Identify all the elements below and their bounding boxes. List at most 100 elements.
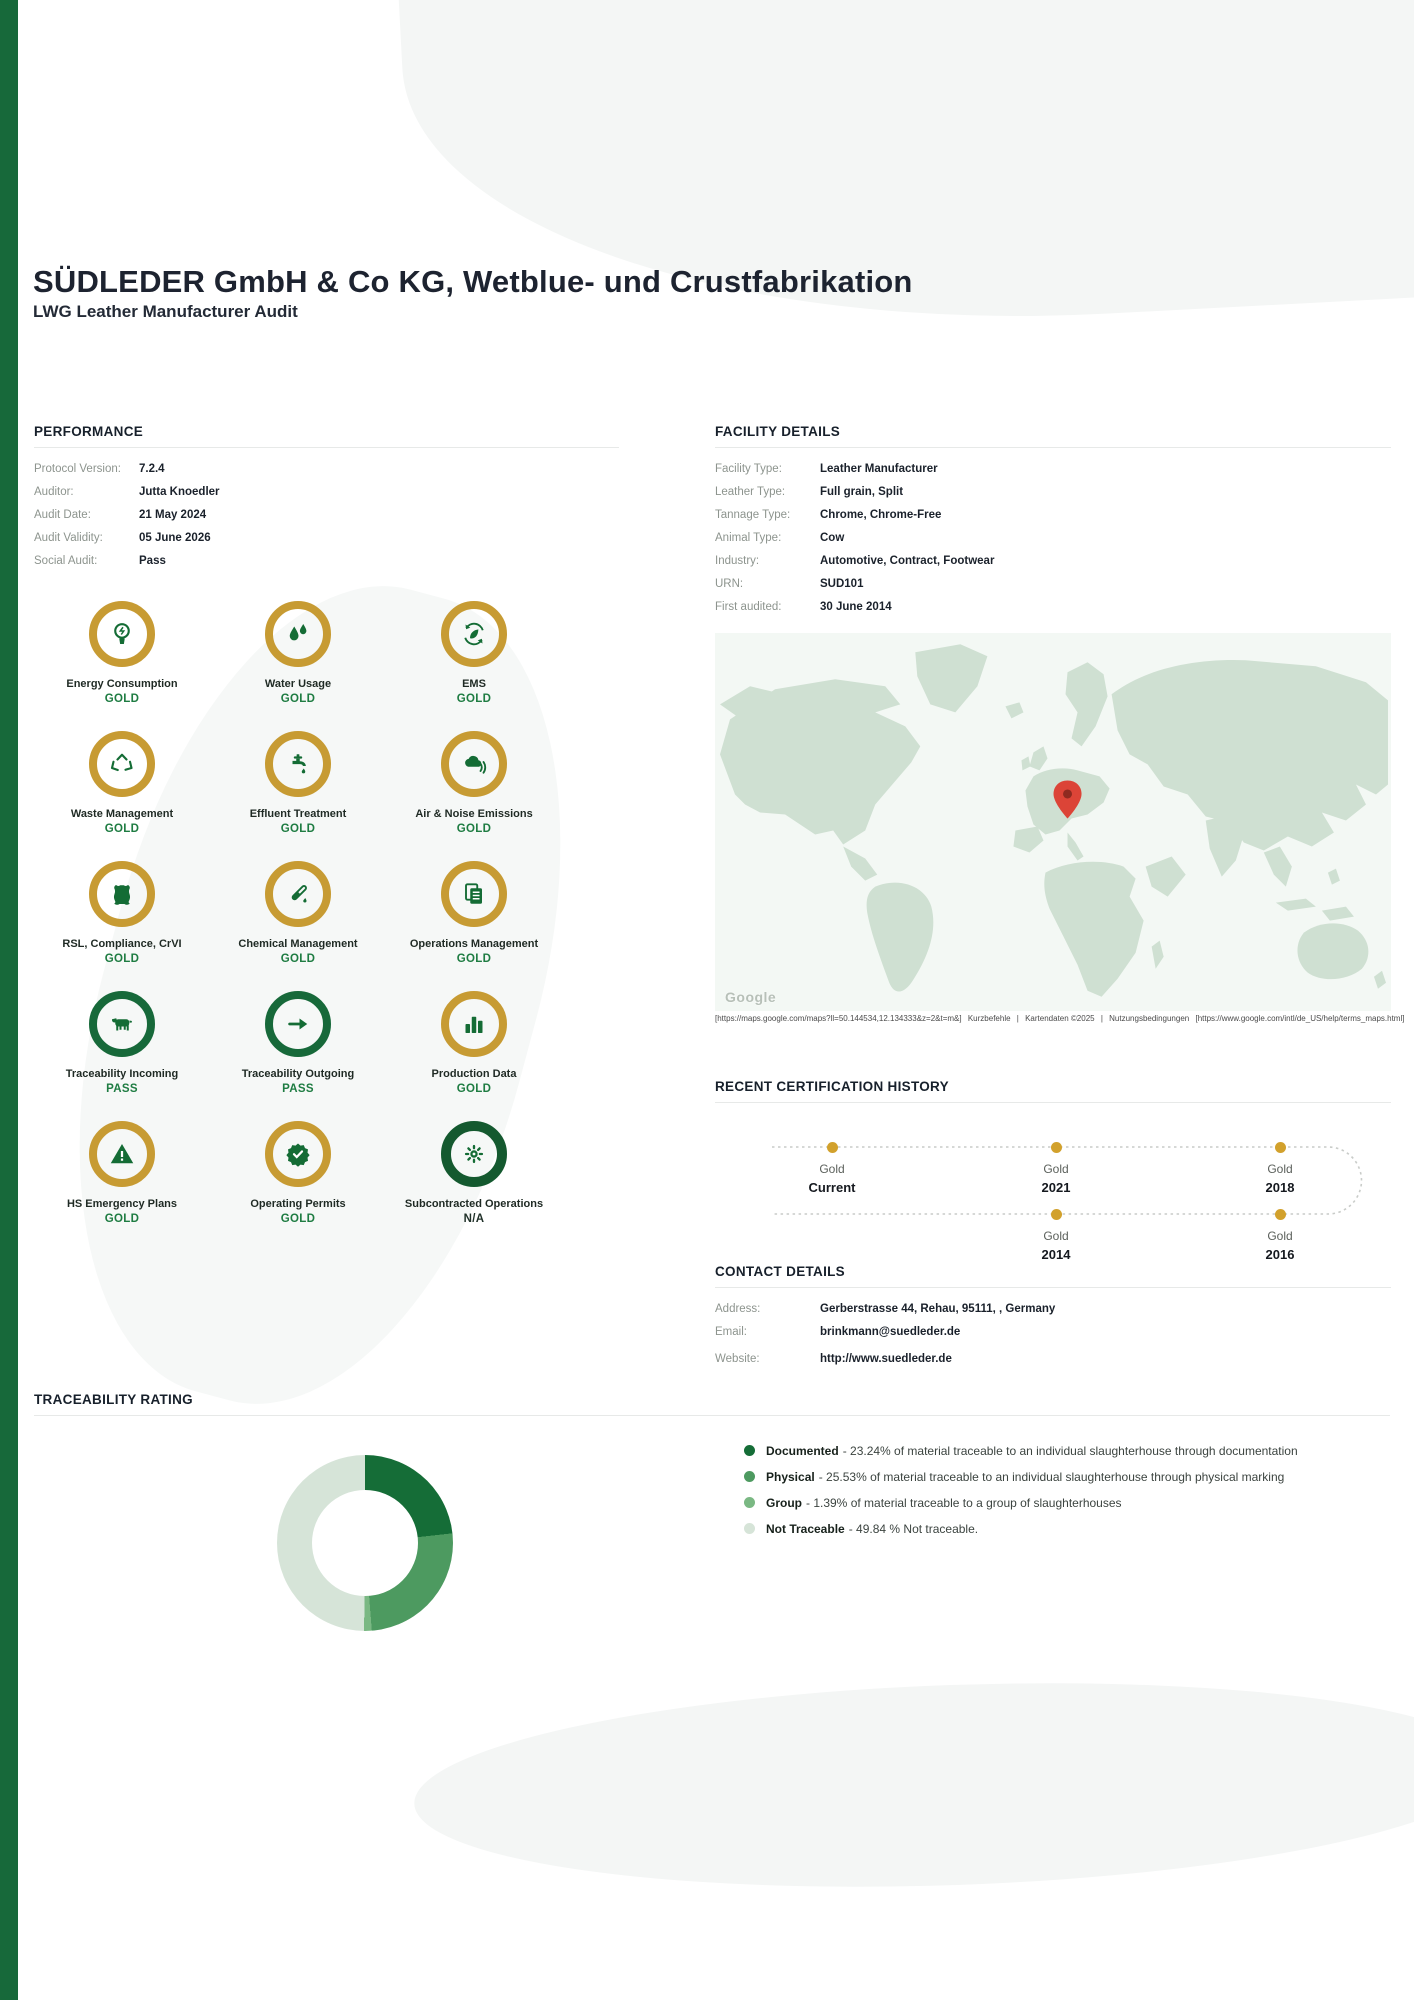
category-waste-management: Waste Management GOLD <box>34 731 210 861</box>
timeline-dot <box>1050 1142 1062 1153</box>
location-pin-icon <box>1053 780 1082 819</box>
recycle-icon <box>107 749 137 779</box>
legend-color-swatch <box>744 1445 755 1456</box>
contact-fields: Address: Gerberstrasse 44, Rehau, 95111, … <box>715 1298 1391 1371</box>
warning-triangle-icon <box>107 1139 137 1169</box>
page-subtitle: LWG Leather Manufacturer Audit <box>33 302 298 322</box>
facility-fields: Facility Type: Leather Manufacturer Leath… <box>715 458 1391 619</box>
field-protocol-version: Protocol Version: 7.2.4 <box>34 463 165 475</box>
legend-item-documented: Documented - 23.24% of material traceabl… <box>744 1444 1404 1458</box>
legend-color-swatch <box>744 1471 755 1482</box>
field-animal-type: Animal Type: Cow <box>715 532 845 544</box>
field-social-audit: Social Audit: Pass <box>34 555 166 567</box>
divider <box>715 447 1391 448</box>
contact-details-section: CONTACT DETAILS Address: Gerberstrasse 44… <box>715 1264 1391 1371</box>
left-accent-bar <box>0 0 18 2000</box>
timeline-dot <box>1050 1209 1062 1220</box>
legend-color-swatch <box>744 1497 755 1508</box>
cow-icon <box>107 1009 137 1039</box>
rating-badge: GOLD <box>456 823 492 835</box>
map-terms-url[interactable]: [https://www.google.com/intl/de_US/help/… <box>1195 1014 1405 1023</box>
map-terms-link[interactable]: Nutzungsbedingungen <box>1109 1014 1190 1023</box>
page-title: SÜDLEDER GmbH & Co KG, Wetblue- und Crus… <box>33 263 913 299</box>
traceability-section: TRACEABILITY RATING <box>34 1392 1390 1416</box>
performance-heading: PERFORMANCE <box>34 424 144 439</box>
gear-cycle-icon <box>460 1140 488 1168</box>
timeline-path <box>772 1146 1363 1215</box>
timeline-dot <box>826 1142 838 1153</box>
timeline-node-2018: Gold 2018 <box>1220 1142 1340 1195</box>
field-first-audited: First audited: 30 June 2014 <box>715 601 892 613</box>
map-attribution: [https://maps.google.com/maps?ll=50.1445… <box>715 1014 1405 1023</box>
donut-hole <box>312 1490 418 1596</box>
category-operations-management: Operations Management GOLD <box>386 861 562 991</box>
separator: | <box>1016 1014 1019 1023</box>
rating-badge: PASS <box>106 1083 138 1095</box>
arrow-right-icon <box>283 1009 313 1039</box>
divider <box>715 1287 1391 1288</box>
timeline-node-2021: Gold 2021 <box>996 1142 1116 1195</box>
category-operating-permits: Operating Permits GOLD <box>210 1121 386 1251</box>
certification-timeline: Gold Current Gold 2021 Gold 2018 Gold 20… <box>715 1117 1391 1307</box>
category-water-usage: Water Usage GOLD <box>210 601 386 731</box>
facility-details-section: FACILITY DETAILS Facility Type: Leather M… <box>715 424 1391 619</box>
rating-badge: GOLD <box>104 823 140 835</box>
leaf-cycle-icon <box>459 619 489 649</box>
timeline-node-current: Gold Current <box>772 1142 892 1195</box>
rating-badge: GOLD <box>280 953 316 965</box>
rating-badge: GOLD <box>456 1083 492 1095</box>
divider <box>715 1102 1391 1103</box>
lightbulb-icon <box>107 619 137 649</box>
rating-badge: GOLD <box>280 1213 316 1225</box>
traceability-legend: Documented - 23.24% of material traceabl… <box>744 1444 1404 1548</box>
field-auditor: Auditor: Jutta Knoedler <box>34 486 220 498</box>
divider <box>34 1415 1390 1416</box>
map-link[interactable]: [https://maps.google.com/maps?ll=50.1445… <box>715 1014 962 1023</box>
rating-badge: GOLD <box>104 1213 140 1225</box>
field-website: Website: http://www.suedleder.de <box>715 1353 952 1365</box>
timeline-dot <box>1274 1142 1286 1153</box>
timeline-dot <box>1274 1209 1286 1220</box>
category-subcontracted-operations: Subcontracted Operations N/A <box>386 1121 562 1251</box>
rating-badge: GOLD <box>104 953 140 965</box>
rating-badge: GOLD <box>280 693 316 705</box>
rating-badge: N/A <box>463 1213 485 1225</box>
google-logo[interactable]: Google <box>725 989 777 1005</box>
rating-badge: GOLD <box>104 693 140 705</box>
water-drops-icon <box>283 619 313 649</box>
badge-check-icon <box>283 1139 313 1169</box>
performance-category-grid: Energy Consumption GOLD Water Usage GOLD… <box>34 601 564 1251</box>
category-effluent-treatment: Effluent Treatment GOLD <box>210 731 386 861</box>
faucet-icon <box>283 749 313 779</box>
map-data-label: Kartendaten ©2025 <box>1025 1014 1095 1023</box>
background-swoosh-bottom <box>410 1666 1414 1904</box>
world-map <box>715 634 1391 1010</box>
field-industry: Industry: Automotive, Contract, Footwear <box>715 555 995 567</box>
traceability-heading: TRACEABILITY RATING <box>34 1392 193 1407</box>
category-energy-consumption: Energy Consumption GOLD <box>34 601 210 731</box>
map-shortcuts-link[interactable]: Kurzbefehle <box>967 1014 1011 1023</box>
field-facility-type: Facility Type: Leather Manufacturer <box>715 463 938 475</box>
bar-chart-icon <box>459 1009 489 1039</box>
field-audit-date: Audit Date: 21 May 2024 <box>34 509 207 521</box>
legend-item-not-traceable: Not Traceable - 49.84 % Not traceable. <box>744 1522 1404 1536</box>
divider <box>34 447 619 448</box>
field-leather-type: Leather Type: Full grain, Split <box>715 486 904 498</box>
category-air-noise-emissions: Air & Noise Emissions GOLD <box>386 731 562 861</box>
certification-history-heading: RECENT CERTIFICATION HISTORY <box>715 1079 949 1094</box>
field-email: Email: brinkmann@suedleder.de <box>715 1326 961 1338</box>
contact-heading: CONTACT DETAILS <box>715 1264 845 1279</box>
category-production-data: Production Data GOLD <box>386 991 562 1121</box>
legend-item-group: Group - 1.39% of material traceable to a… <box>744 1496 1404 1510</box>
rating-badge: PASS <box>282 1083 314 1095</box>
facility-location-map[interactable]: Google <box>715 633 1391 1011</box>
field-audit-validity: Audit Validity: 05 June 2026 <box>34 532 211 544</box>
category-ems: EMS GOLD <box>386 601 562 731</box>
rating-badge: GOLD <box>280 823 316 835</box>
category-hs-emergency-plans: HS Emergency Plans GOLD <box>34 1121 210 1251</box>
field-tannage-type: Tannage Type: Chrome, Chrome-Free <box>715 509 942 521</box>
separator: | <box>1100 1014 1103 1023</box>
rating-badge: GOLD <box>456 693 492 705</box>
documents-icon <box>459 879 489 909</box>
traceability-donut-chart <box>277 1455 453 1631</box>
